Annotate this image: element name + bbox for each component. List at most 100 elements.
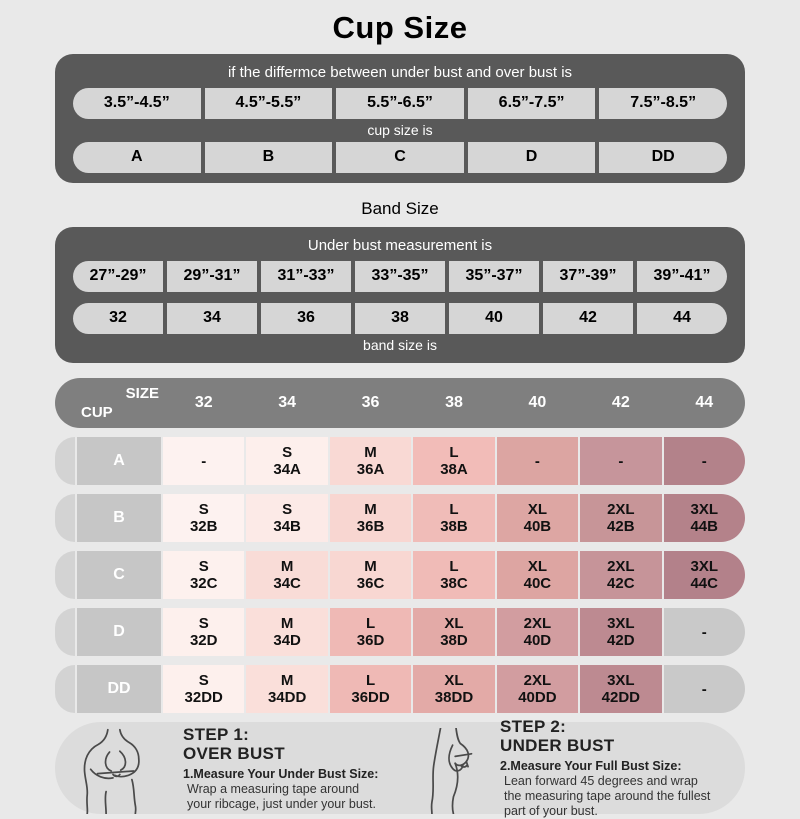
size-label: M	[364, 501, 377, 518]
band-size-panel: Under bust measurement is 27”-29” 29”-31…	[55, 227, 745, 363]
step-1-instruction-title: 1.Measure Your Under Bust Size:	[183, 766, 379, 781]
cup-difference-row: 3.5”-4.5” 4.5”-5.5” 5.5”-6.5” 6.5”-7.5” …	[73, 88, 727, 119]
size-label: S	[198, 615, 209, 632]
size-cell: S 34B	[246, 494, 328, 542]
size-cell: S 32B	[163, 494, 245, 542]
row-cap	[55, 665, 75, 713]
cup-letter-row: A B C D DD	[73, 142, 727, 173]
size-cell: M 34D	[246, 608, 328, 656]
size-cell: M 34DD	[246, 665, 328, 713]
size-code: 34DD	[267, 689, 307, 706]
cup-range-cell: 4.5”-5.5”	[204, 88, 333, 119]
size-label: 2XL	[607, 501, 635, 518]
cup-letter-cell: DD	[599, 142, 727, 173]
measuring-figure-side-icon	[400, 722, 500, 814]
size-code: 36C	[356, 575, 385, 592]
size-cell: L 36DD	[329, 665, 412, 713]
size-label: S	[198, 501, 209, 518]
size-code: 40B	[523, 518, 552, 535]
matrix-row-B: B S 32B S 34B M 36B L 38B XL 40B 2XL 42B 3XL 44…	[55, 494, 745, 542]
size-code: 42D	[607, 632, 635, 649]
size-chart-infographic: { "page": { "title": "Cup Size", "band_t…	[55, 10, 745, 818]
size-code: 34C	[273, 575, 301, 592]
size-cell: 3XL 44B	[663, 494, 745, 542]
step-1-title: STEP 1:	[183, 724, 250, 744]
row-cap	[55, 494, 75, 542]
size-code: 38A	[440, 461, 468, 478]
size-label: 3XL	[690, 558, 718, 575]
size-cell: -	[663, 608, 745, 656]
size-code: 38DD	[434, 689, 474, 706]
size-cell: 2XL 40DD	[496, 665, 579, 713]
size-code: 40C	[523, 575, 552, 592]
band-size-cell: 42	[543, 303, 633, 334]
size-cell: 3XL 42D	[580, 608, 662, 656]
step-2-texts: STEP 2: UNDER BUST 2.Measure Your Full B…	[500, 717, 745, 819]
step-1-instruction-line: Wrap a measuring tape around	[187, 781, 360, 796]
band-size-cell: 38	[355, 303, 445, 334]
size-code: 36A	[356, 461, 385, 478]
size-cell: 3XL 44C	[663, 551, 745, 599]
size-code: 36B	[356, 518, 385, 535]
size-code: 40DD	[518, 689, 557, 706]
band-size-cell: 34	[167, 303, 257, 334]
size-cell: -	[663, 665, 745, 713]
size-cell: -	[580, 437, 662, 485]
size-label: L	[449, 501, 459, 518]
size-code: 40D	[523, 632, 552, 649]
matrix-row-C: C S 32C M 34C M 36C L 38C XL 40C 2XL 42C 3XL 44…	[55, 551, 745, 599]
size-cell: S 32C	[163, 551, 245, 599]
size-cell: S 34A	[246, 437, 328, 485]
size-code: 38D	[440, 632, 468, 649]
size-label: L	[449, 558, 459, 575]
size-cell: -	[496, 437, 579, 485]
size-cell: XL 40C	[496, 551, 579, 599]
size-cell: L 38B	[413, 494, 495, 542]
size-cell: S 32DD	[163, 665, 245, 713]
cup-letter-cell: B	[204, 142, 333, 173]
band-range-cell: 27”-29”	[73, 261, 163, 292]
size-cell: M 36C	[329, 551, 412, 599]
step-2-title: STEP 2:	[500, 717, 567, 736]
band-size-cell: 32	[73, 303, 163, 334]
row-cap	[55, 608, 75, 656]
size-code: 32C	[189, 575, 218, 592]
size-code: 42DD	[601, 689, 640, 706]
size-code: 42C	[607, 575, 635, 592]
cup-size-is-label: cup size is	[367, 122, 433, 138]
size-label: M	[364, 444, 377, 461]
cup-range-cell: 5.5”-6.5”	[336, 88, 464, 119]
size-code: 36DD	[351, 689, 390, 706]
step-2-instruction-line: the measuring tape around the fullest	[504, 789, 711, 803]
corner-cup-label: CUP	[81, 404, 113, 421]
size-label: -	[701, 623, 707, 641]
size-code: 44B	[690, 518, 718, 535]
size-cell: L 36D	[329, 608, 412, 656]
size-code: 32D	[189, 632, 218, 649]
size-label: L	[449, 444, 459, 461]
step-1-subtitle: OVER BUST	[183, 743, 285, 763]
size-label: M	[280, 615, 294, 632]
step-2-subtitle: UNDER BUST	[500, 736, 615, 755]
size-cell: 2XL 42B	[580, 494, 662, 542]
size-label: -	[201, 452, 207, 470]
row-cap	[55, 437, 75, 485]
size-label: M	[280, 672, 294, 689]
band-range-cell: 31”-33”	[261, 261, 351, 292]
step-2-instruction-line: Lean forward 45 degrees and wrap	[504, 774, 698, 788]
size-label: -	[534, 452, 540, 470]
size-label: L	[365, 615, 376, 632]
band-range-cell: 33”-35”	[355, 261, 445, 292]
cup-letter-cell: A	[73, 142, 201, 173]
size-code: 32B	[189, 518, 218, 535]
size-label: XL	[444, 672, 464, 689]
size-label: -	[701, 452, 707, 470]
size-label: 3XL	[690, 501, 718, 518]
size-code: 42B	[607, 518, 635, 535]
size-cell: M 34C	[246, 551, 328, 599]
measuring-instructions-panel: STEP 1: OVER BUST 1.Measure Your Under B…	[55, 717, 745, 818]
band-range-cell: 39”-41”	[637, 261, 727, 292]
matrix-row-label: D	[77, 608, 161, 656]
step-2-block: STEP 2: UNDER BUST 2.Measure Your Full B…	[400, 717, 745, 818]
cup-letter-cell: D	[467, 142, 596, 173]
